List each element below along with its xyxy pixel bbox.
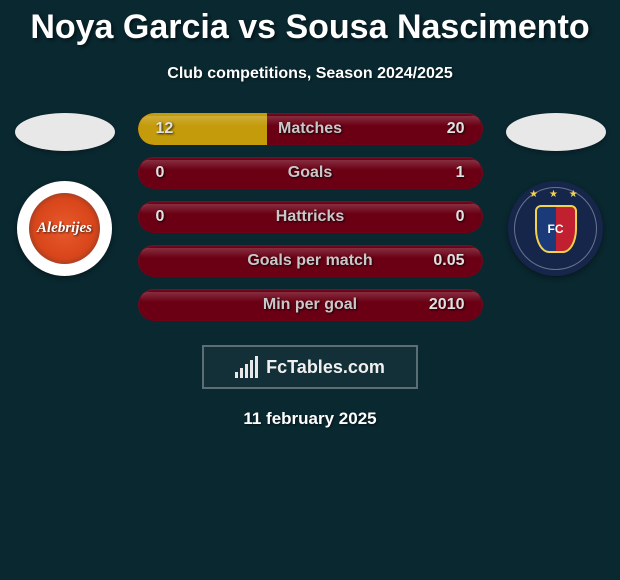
left-side: Alebrijes <box>10 113 120 276</box>
barchart-icon <box>235 356 258 378</box>
club-right-label: FC <box>548 222 564 236</box>
site-logo: FcTables.com <box>202 345 418 389</box>
stat-right-value: 20 <box>447 120 465 138</box>
stat-left-value: 0 <box>156 164 165 182</box>
stat-left-value: 0 <box>156 208 165 226</box>
stat-right-value: 0.05 <box>433 252 464 270</box>
player-avatar-left <box>15 113 115 151</box>
stats-column: 12 Matches 20 0 Goals 1 0 Hattricks 0 Go… <box>138 113 483 321</box>
club-right-crest: FC <box>535 205 577 253</box>
stat-label: Matches <box>278 120 342 138</box>
subtitle: Club competitions, Season 2024/2025 <box>167 65 452 83</box>
stat-right-value: 2010 <box>429 296 465 314</box>
club-badge-left: Alebrijes <box>17 181 112 276</box>
right-side: ★ ★ ★ FC <box>501 113 611 276</box>
stat-label: Goals <box>288 164 332 182</box>
stat-row-hattricks: 0 Hattricks 0 <box>138 201 483 233</box>
date-label: 11 february 2025 <box>243 409 376 429</box>
stat-right-value: 1 <box>456 164 465 182</box>
stat-row-matches: 12 Matches 20 <box>138 113 483 145</box>
stat-row-goals-per-match: Goals per match 0.05 <box>138 245 483 277</box>
stat-left-value: 12 <box>156 120 174 138</box>
club-badge-right: ★ ★ ★ FC <box>508 181 603 276</box>
player-avatar-right <box>506 113 606 151</box>
page-title: Noya Garcia vs Sousa Nascimento <box>30 8 589 47</box>
stat-label: Hattricks <box>276 208 344 226</box>
logo-text: FcTables.com <box>266 357 385 378</box>
club-stars-icon: ★ ★ ★ <box>529 189 581 200</box>
stat-right-value: 0 <box>456 208 465 226</box>
club-left-label: Alebrijes <box>29 193 100 264</box>
content-row: Alebrijes 12 Matches 20 0 Goals 1 0 Hatt… <box>0 113 620 321</box>
stat-label: Min per goal <box>263 296 357 314</box>
stat-row-goals: 0 Goals 1 <box>138 157 483 189</box>
stat-row-min-per-goal: Min per goal 2010 <box>138 289 483 321</box>
stat-label: Goals per match <box>247 252 372 270</box>
